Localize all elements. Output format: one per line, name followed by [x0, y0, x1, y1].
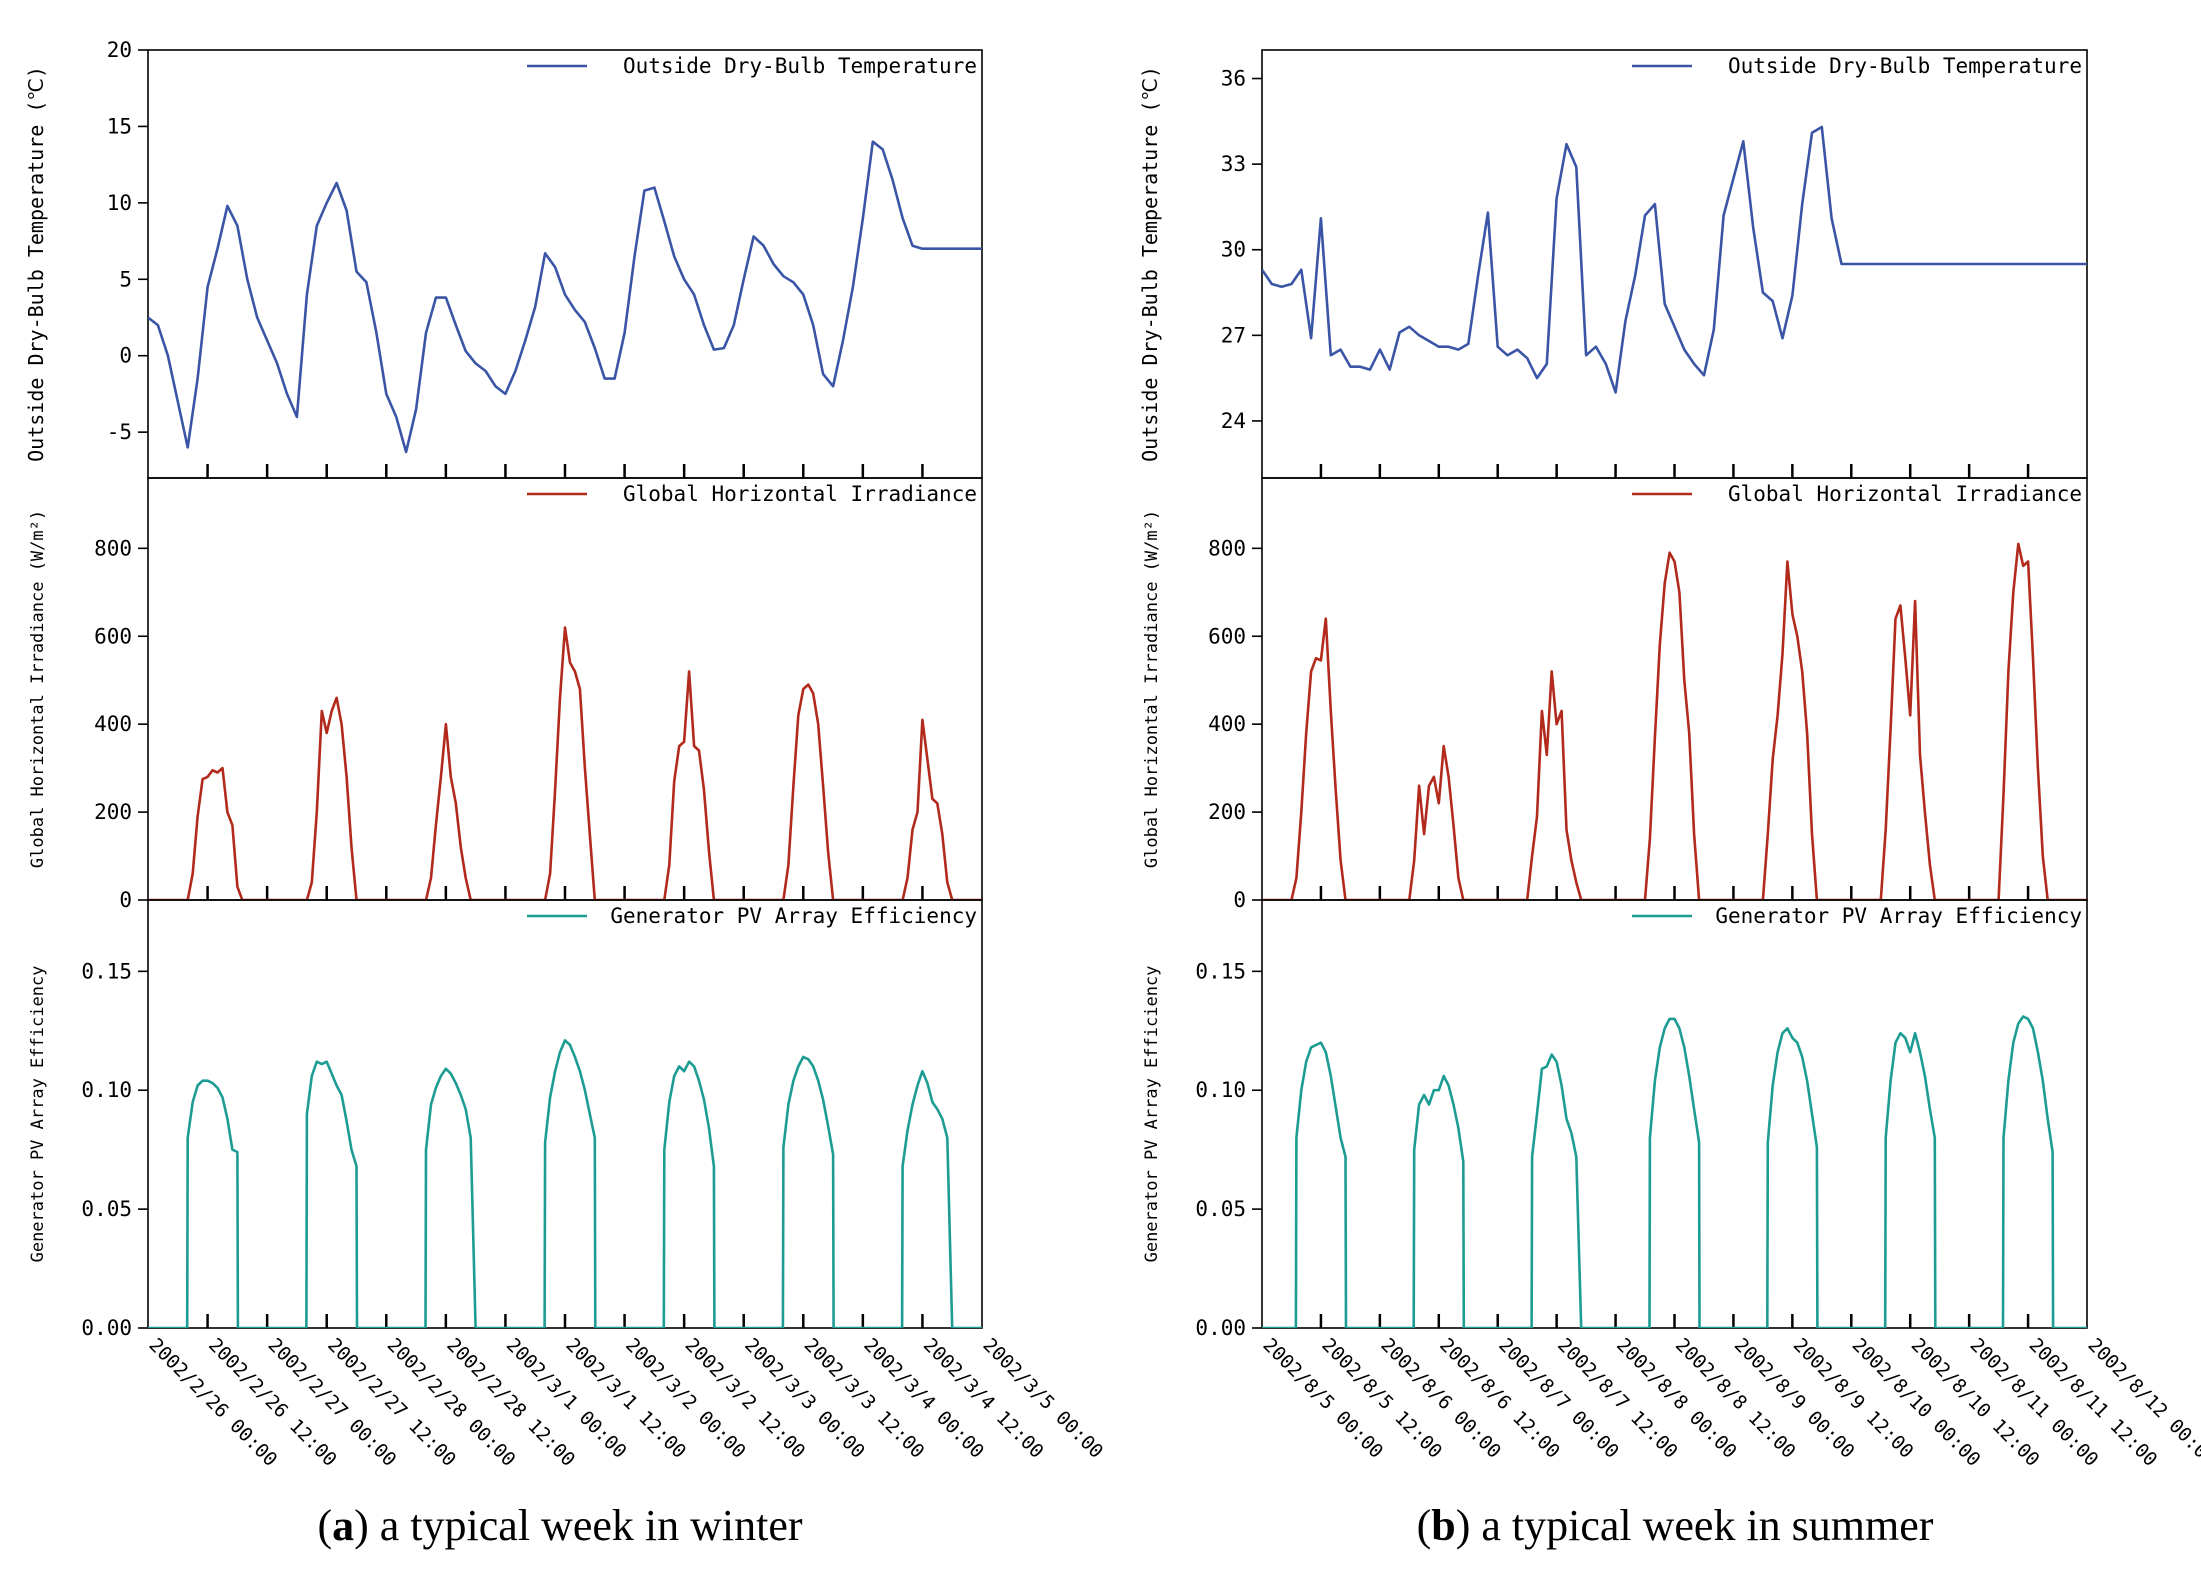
- ghi-series-line: [1262, 542, 2087, 900]
- y-tick-label: 33: [1221, 152, 1246, 176]
- summer-ghi-panel: 0 200 400 600 800 Global Horizontal Irradianc…: [1142, 477, 2088, 912]
- y-tick-label: 0: [119, 344, 132, 368]
- legend-label: Global Horizontal Irradiance: [1728, 482, 2082, 506]
- y-tick-label: -5: [107, 420, 132, 444]
- figure-caption: (a) a typical week in winter: [317, 1501, 802, 1550]
- legend-label: Global Horizontal Irradiance: [623, 482, 977, 506]
- y-tick-label: 10: [107, 191, 132, 215]
- y-axis-label: Outside Dry-Bulb Temperature (℃): [1138, 66, 1162, 462]
- y-tick-label: 0.05: [81, 1197, 132, 1221]
- plot-frame: [1261, 899, 2088, 1329]
- y-tick-label: 36: [1221, 67, 1246, 91]
- winter-ghi-panel: 0 200 400 600 800 Global Horizontal Irradianc…: [28, 477, 983, 912]
- y-tick-label: 24: [1221, 409, 1246, 433]
- y-axis-label: Global Horizontal Irradiance (W/m²): [1142, 510, 1162, 868]
- temp-series-line: [1262, 125, 2087, 394]
- summer-eff-panel: 0.00 0.05 0.10 0.15 Generator PV Array Effic…: [1142, 899, 2088, 1340]
- winter-temp-panel: -5 0 5 10 15 20 Outside Dry-Bulb Temperature (…: [24, 38, 983, 479]
- legend-label: Generator PV Array Efficiency: [1715, 904, 2082, 928]
- summer-figure: 24 27 30 33 36 Outside Dry-Bulb Temperature (…: [1138, 49, 2201, 1550]
- y-tick-label: 0.00: [81, 1316, 132, 1340]
- temp-series-line: [148, 140, 982, 454]
- y-axis-label: Generator PV Array Efficiency: [28, 966, 48, 1263]
- y-tick-label: 600: [1208, 624, 1246, 648]
- figure-caption: (b) a typical week in summer: [1417, 1501, 1934, 1550]
- y-tick-label: 0.10: [1195, 1078, 1246, 1102]
- winter-figure: -5 0 5 10 15 20 Outside Dry-Bulb Temperature (…: [24, 38, 1107, 1550]
- y-tick-label: 0: [119, 888, 132, 912]
- y-tick-label: 200: [94, 800, 132, 824]
- y-tick-label: 15: [107, 114, 132, 138]
- y-tick-label: 0.15: [81, 959, 132, 983]
- y-axis-label: Global Horizontal Irradiance (W/m²): [28, 510, 48, 868]
- y-tick-label: 0.05: [1195, 1197, 1246, 1221]
- y-tick-label: 400: [1208, 712, 1246, 736]
- y-tick-label: 800: [94, 536, 132, 560]
- y-tick-label: 600: [94, 624, 132, 648]
- legend-label: Outside Dry-Bulb Temperature: [623, 54, 977, 78]
- y-tick-label: 800: [1208, 536, 1246, 560]
- y-tick-label: 5: [119, 267, 132, 291]
- summer-temp-panel: 24 27 30 33 36 Outside Dry-Bulb Temperature (…: [1138, 49, 2088, 479]
- winter-eff-panel: 0.00 0.05 0.10 0.15 Generator PV Array Effic…: [28, 899, 983, 1340]
- plot-frame: [147, 899, 983, 1329]
- y-tick-label: 400: [94, 712, 132, 736]
- legend-label: Outside Dry-Bulb Temperature: [1728, 54, 2082, 78]
- y-tick-label: 0.10: [81, 1078, 132, 1102]
- y-tick-label: 0.15: [1195, 959, 1246, 983]
- y-tick-label: 200: [1208, 800, 1246, 824]
- y-tick-label: 0.00: [1195, 1316, 1246, 1340]
- plot-frame: [147, 477, 983, 901]
- y-tick-label: 30: [1221, 238, 1246, 262]
- legend-label: Generator PV Array Efficiency: [610, 904, 977, 928]
- plot-frame: [1261, 477, 2088, 901]
- ghi-series-line: [148, 626, 982, 900]
- y-axis-label: Generator PV Array Efficiency: [1142, 966, 1162, 1263]
- eff-series-line: [148, 1039, 982, 1328]
- eff-series-line: [1262, 1015, 2087, 1328]
- y-tick-label: 27: [1221, 323, 1246, 347]
- y-tick-label: 20: [107, 38, 132, 62]
- y-tick-label: 0: [1233, 888, 1246, 912]
- y-axis-label: Outside Dry-Bulb Temperature (℃): [24, 66, 48, 462]
